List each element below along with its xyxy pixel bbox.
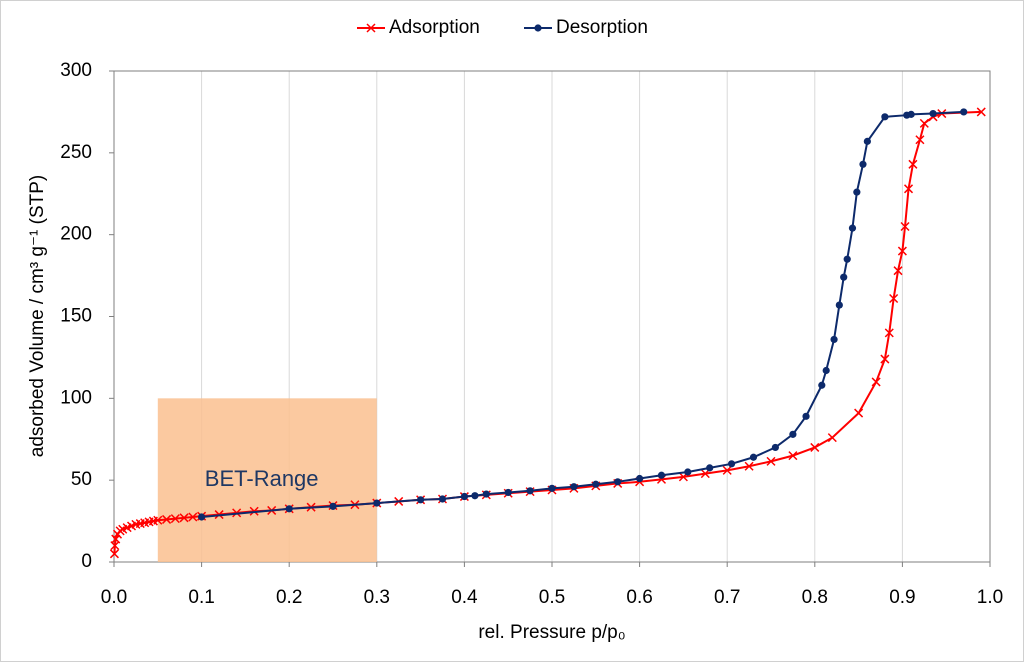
- data-point: [960, 108, 968, 116]
- x-tick-label: 0.3: [364, 587, 390, 608]
- legend-label: Adsorption: [389, 17, 480, 38]
- y-tick-label: 200: [60, 224, 92, 245]
- data-point: [908, 159, 918, 169]
- y-tick-label: 100: [60, 387, 92, 408]
- data-point: [109, 549, 119, 559]
- data-point: [802, 412, 810, 420]
- legend-marker: [366, 23, 376, 33]
- data-point: [889, 293, 899, 304]
- data-point: [179, 513, 189, 523]
- data-point: [929, 109, 937, 118]
- data-point: [460, 492, 468, 501]
- data-point: [771, 443, 779, 452]
- y-tick-label: 50: [71, 469, 92, 490]
- y-tick-label: 150: [60, 306, 92, 327]
- data-point: [504, 488, 512, 497]
- data-point: [903, 111, 911, 119]
- data-point: [880, 354, 890, 364]
- data-point: [848, 224, 857, 232]
- data-point: [749, 453, 758, 461]
- data-point: [810, 442, 820, 452]
- legend-marker: [534, 24, 542, 32]
- data-point: [789, 430, 797, 438]
- x-tick-label: 0.1: [188, 587, 214, 608]
- data-point: [684, 468, 692, 476]
- data-point: [843, 255, 851, 263]
- data-point: [570, 483, 578, 491]
- data-point: [830, 335, 838, 344]
- y-tick-label: 250: [60, 142, 92, 163]
- data-point: [188, 512, 198, 522]
- bet-range-label: BET-Range: [205, 466, 319, 491]
- data-point: [170, 514, 180, 524]
- y-tick-label: 300: [60, 60, 92, 81]
- data-point: [835, 301, 843, 309]
- x-tick-label: 0.7: [714, 587, 740, 608]
- data-point: [919, 118, 929, 128]
- data-point: [788, 451, 798, 461]
- data-point: [373, 499, 381, 507]
- data-point: [198, 513, 206, 521]
- x-tick-label: 0.2: [276, 587, 302, 608]
- data-point: [329, 502, 337, 510]
- data-point: [859, 160, 867, 168]
- data-point: [818, 381, 826, 389]
- data-point: [884, 328, 894, 338]
- x-axis-label: rel. Pressure p/p₀: [478, 622, 625, 643]
- x-tick-label: 0.6: [626, 587, 652, 608]
- x-tick-label: 0.8: [802, 587, 828, 608]
- x-tick-label: 1.0: [977, 587, 1003, 608]
- data-point: [853, 188, 861, 196]
- data-point: [727, 460, 736, 468]
- data-point: [636, 474, 644, 483]
- data-point: [471, 492, 479, 500]
- data-point: [863, 137, 871, 145]
- data-point: [766, 456, 776, 466]
- data-point: [854, 408, 864, 418]
- data-point: [840, 273, 848, 281]
- data-point: [482, 490, 490, 498]
- x-tick-label: 0.5: [539, 587, 565, 608]
- data-point: [897, 246, 907, 256]
- bet-range: [157, 398, 377, 562]
- x-tick-label: 0.4: [451, 587, 478, 608]
- data-point: [657, 471, 666, 479]
- data-point: [722, 465, 732, 475]
- data-point: [548, 484, 556, 492]
- data-point: [614, 478, 622, 486]
- data-point: [827, 433, 837, 443]
- data-point: [976, 107, 986, 117]
- data-point: [162, 514, 172, 524]
- y-axis-label: adsorbed Volume / cm³ g⁻¹ (STP): [27, 175, 48, 457]
- data-point: [706, 464, 714, 472]
- data-point: [417, 496, 425, 504]
- data-point: [915, 135, 925, 145]
- data-point: [438, 495, 447, 503]
- x-tick-label: 0.0: [101, 587, 127, 608]
- x-tick-label: 0.9: [889, 587, 915, 608]
- data-point: [592, 480, 600, 488]
- data-point: [111, 534, 121, 544]
- data-point: [893, 266, 903, 276]
- data-point: [881, 113, 889, 121]
- data-point: [871, 377, 881, 387]
- data-point: [900, 221, 910, 232]
- plot-frame: [113, 70, 991, 563]
- y-tick-label: 0: [81, 551, 92, 572]
- data-point: [153, 515, 163, 525]
- data-point: [744, 461, 754, 471]
- data-point: [822, 366, 830, 375]
- data-point: [526, 487, 534, 495]
- data-point: [285, 505, 293, 513]
- legend-label: Desorption: [556, 17, 648, 38]
- data-point: [904, 184, 914, 194]
